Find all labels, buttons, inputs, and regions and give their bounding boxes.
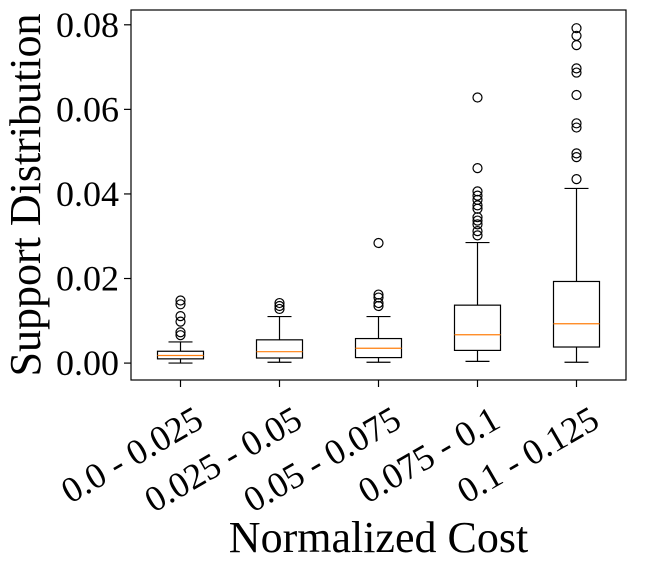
outlier-point: [373, 237, 384, 249]
outlier-point: [571, 23, 582, 34]
box-5: [552, 23, 601, 363]
outlier-point: [472, 212, 483, 223]
outlier-point: [571, 148, 582, 159]
outlier-point: [472, 230, 483, 241]
outlier-point: [571, 63, 582, 74]
outlier-point: [175, 295, 186, 306]
outlier-point: [472, 226, 483, 237]
outlier-point: [571, 67, 582, 78]
outlier-point: [472, 219, 483, 230]
outlier-point: [472, 200, 483, 211]
outlier-point: [175, 299, 186, 310]
iqr-box: [255, 339, 304, 359]
outlier-point: [274, 303, 285, 315]
outlier-point: [175, 316, 186, 327]
outlier-point: [373, 300, 384, 312]
outlier-point: [571, 122, 582, 133]
y-tick-label: 0.02: [56, 259, 119, 299]
iqr-box: [453, 304, 502, 352]
y-tick-label: 0.04: [56, 174, 119, 214]
y-tick-label: 0.00: [56, 343, 119, 383]
box-1: [156, 295, 205, 364]
box-4: [453, 92, 502, 362]
outlier-point: [571, 89, 582, 101]
x-axis-label: Normalized Cost: [229, 513, 528, 562]
outlier-point: [571, 39, 582, 51]
outlier-point: [175, 311, 186, 322]
outlier-point: [274, 297, 285, 309]
outlier-point: [571, 118, 582, 129]
outlier-point: [472, 163, 483, 174]
y-axis: 0.00 0.02 0.04 0.06 0.08: [56, 5, 131, 383]
outlier-point: [472, 190, 483, 201]
y-axis-label: Support Distribution: [1, 13, 50, 376]
iqr-box: [552, 280, 601, 348]
outlier-point: [274, 300, 285, 312]
outlier-point: [175, 327, 186, 338]
box-3: [354, 237, 403, 363]
box-2: [255, 297, 304, 363]
y-tick-label: 0.06: [56, 89, 119, 129]
outlier-point: [373, 297, 384, 309]
plot-marks: [156, 23, 601, 364]
outlier-point: [472, 92, 483, 103]
y-tick-label: 0.08: [56, 5, 119, 45]
outlier-point: [571, 152, 582, 163]
outlier-point: [175, 330, 186, 341]
outlier-point: [472, 215, 483, 226]
outlier-point: [571, 174, 582, 185]
